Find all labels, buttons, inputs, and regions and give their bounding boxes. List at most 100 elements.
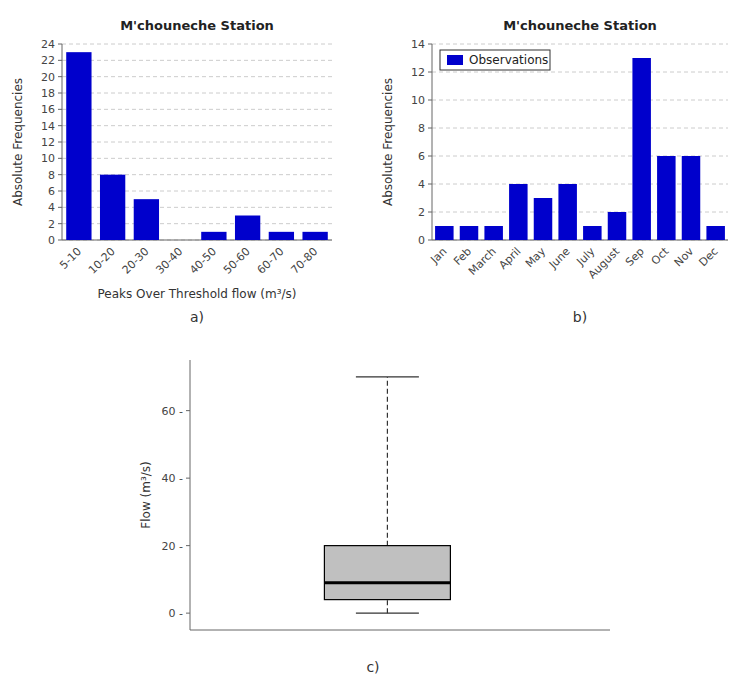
x-tick-label: May xyxy=(523,245,549,271)
chart-title: M'chouneche Station xyxy=(503,18,657,33)
y-tick-label: 0 xyxy=(418,234,425,247)
grid-line xyxy=(62,93,332,94)
y-tick xyxy=(58,93,62,94)
bar xyxy=(558,184,577,240)
y-tick xyxy=(58,223,62,224)
y-tick xyxy=(428,128,432,129)
x-tick-label: Sep xyxy=(623,245,647,269)
chart-title: M'chouneche Station xyxy=(120,18,274,33)
y-tick-label: 0 xyxy=(48,234,55,247)
y-axis-line xyxy=(190,360,191,630)
y-tick xyxy=(58,240,62,241)
y-tick-label: 2 xyxy=(418,206,425,219)
x-tick-label: 50-60 xyxy=(221,245,253,277)
bar xyxy=(435,226,454,240)
bar xyxy=(66,52,91,240)
bar xyxy=(509,184,528,240)
grid-line xyxy=(62,109,332,110)
y-tick-label: 12 xyxy=(41,136,55,149)
y-tick xyxy=(58,44,62,45)
y-tick xyxy=(58,76,62,77)
y-tick xyxy=(58,174,62,175)
legend: Observations xyxy=(440,50,550,70)
y-tick xyxy=(58,191,62,192)
grid-line xyxy=(432,100,728,101)
upper-whisker xyxy=(387,377,388,546)
x-axis-line xyxy=(190,630,610,631)
x-tick-label: Jan xyxy=(428,245,450,267)
bar xyxy=(269,232,294,240)
bar xyxy=(583,226,602,240)
x-tick-label: Nov xyxy=(672,245,697,270)
y-tick xyxy=(428,72,432,73)
y-tick xyxy=(428,184,432,185)
x-tick-label: April xyxy=(496,245,523,272)
x-tick-label: Dec xyxy=(697,245,721,269)
bar xyxy=(167,240,192,241)
bar xyxy=(460,226,479,240)
bar xyxy=(682,156,701,240)
y-axis-label: Absolute Frequencies xyxy=(11,78,25,206)
panel-label: a) xyxy=(190,309,204,325)
y-tick-label: 6 xyxy=(48,185,55,198)
grid-line xyxy=(432,44,728,45)
y-tick-label: 20 xyxy=(41,71,55,84)
y-tick xyxy=(58,158,62,159)
y-tick-label: 12 xyxy=(411,66,425,79)
grid-line xyxy=(62,158,332,159)
grid-line xyxy=(62,44,332,45)
upper-cap xyxy=(356,376,419,377)
y-tick xyxy=(428,156,432,157)
y-tick xyxy=(186,613,190,614)
y-tick-label: 14 xyxy=(411,38,425,51)
x-tick-label: August xyxy=(586,244,623,281)
y-tick xyxy=(428,212,432,213)
grid-line xyxy=(62,142,332,143)
y-tick-label: 20 - xyxy=(162,540,183,553)
y-tick xyxy=(58,125,62,126)
y-tick-label: 0 - xyxy=(169,607,183,620)
box xyxy=(324,546,450,600)
bar xyxy=(608,212,627,240)
y-tick-label: 4 xyxy=(48,201,55,214)
y-tick xyxy=(428,44,432,45)
box-chart: 0 -20 -40 -60 -Flow (m³/s)c) xyxy=(139,360,610,675)
grid-line xyxy=(432,128,728,129)
y-tick-label: 6 xyxy=(418,150,425,163)
bar xyxy=(100,175,125,240)
y-tick-label: 8 xyxy=(418,122,425,135)
x-tick-label: 40-50 xyxy=(187,245,219,277)
y-tick-label: 60 - xyxy=(162,405,183,418)
grid-line xyxy=(62,125,332,126)
bar xyxy=(657,156,676,240)
legend-swatch xyxy=(447,55,463,65)
bar xyxy=(235,216,260,241)
y-tick xyxy=(186,545,190,546)
bar xyxy=(484,226,503,240)
bars xyxy=(435,58,725,240)
grid-line xyxy=(62,60,332,61)
y-tick-label: 4 xyxy=(418,178,425,191)
lower-cap xyxy=(356,613,419,614)
y-tick-label: 16 xyxy=(41,103,55,116)
bar-chart: 024681012141618202224Absolute Frequencie… xyxy=(11,18,332,325)
y-tick xyxy=(186,410,190,411)
legend-frame xyxy=(440,50,550,70)
y-tick xyxy=(58,109,62,110)
x-tick-label: 5-10 xyxy=(57,245,84,272)
y-tick xyxy=(58,142,62,143)
y-tick-label: 40 - xyxy=(162,472,183,485)
y-tick xyxy=(58,60,62,61)
median-line xyxy=(324,581,450,584)
bar xyxy=(534,198,553,240)
x-tick-label: 60-70 xyxy=(255,245,287,277)
bar xyxy=(134,199,159,240)
x-tick-label: 70-80 xyxy=(288,245,320,277)
panel-label: b) xyxy=(573,309,587,325)
y-tick-label: 24 xyxy=(41,38,55,51)
y-tick-label: 8 xyxy=(48,169,55,182)
x-axis-label: Peaks Over Threshold flow (m³/s) xyxy=(98,287,297,301)
grid-line xyxy=(432,72,728,73)
bar xyxy=(632,58,651,240)
y-tick-label: 10 xyxy=(411,94,425,107)
